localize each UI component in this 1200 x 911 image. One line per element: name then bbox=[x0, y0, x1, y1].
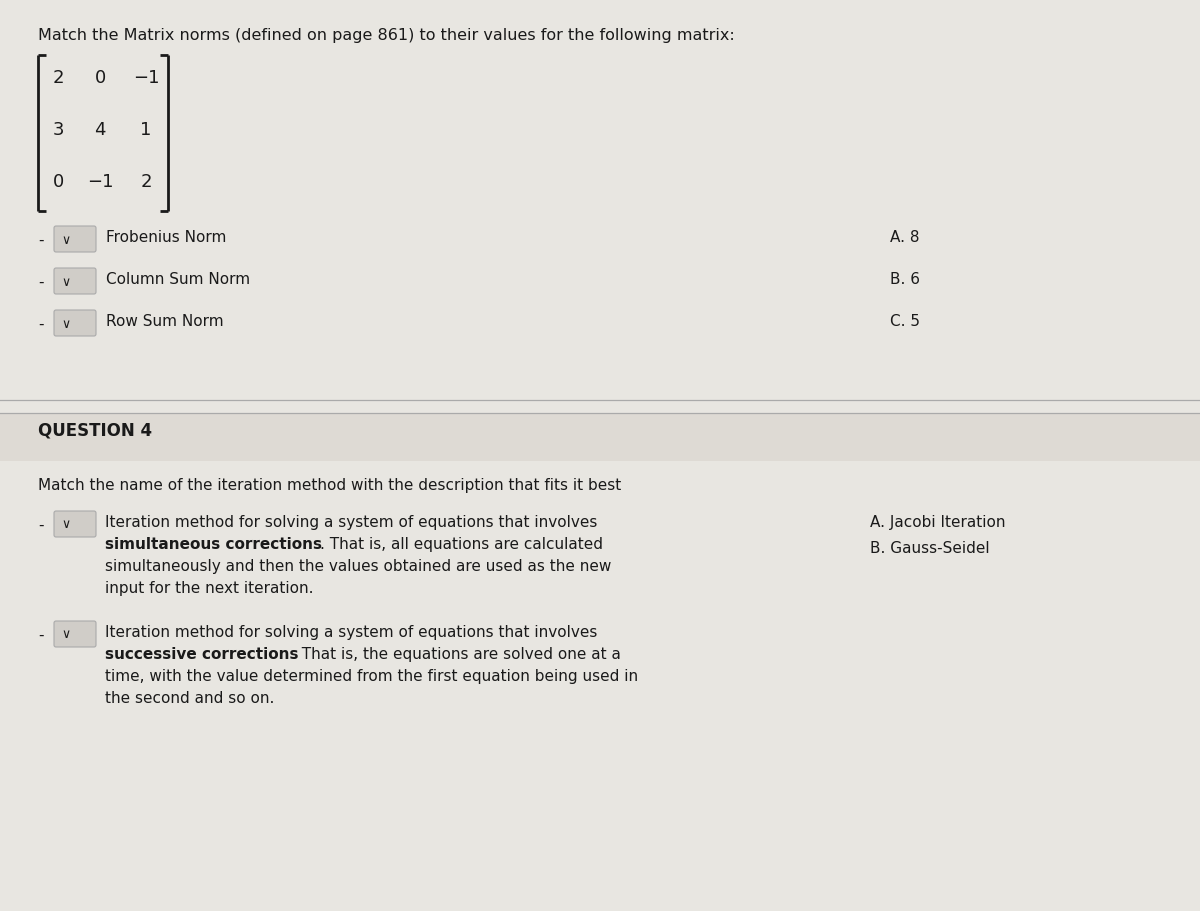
Text: -: - bbox=[38, 316, 43, 332]
Text: ∨: ∨ bbox=[61, 233, 71, 247]
Text: -: - bbox=[38, 232, 43, 248]
Text: 2: 2 bbox=[140, 173, 151, 191]
Text: . That is, all equations are calculated: . That is, all equations are calculated bbox=[320, 537, 604, 552]
Text: Match the Matrix norms (defined on page 861) to their values for the following m: Match the Matrix norms (defined on page … bbox=[38, 28, 734, 43]
Text: 0: 0 bbox=[95, 69, 106, 87]
Text: 2: 2 bbox=[53, 69, 64, 87]
Text: ∨: ∨ bbox=[61, 629, 71, 641]
Text: C. 5: C. 5 bbox=[890, 314, 920, 329]
Text: Iteration method for solving a system of equations that involves: Iteration method for solving a system of… bbox=[106, 515, 598, 530]
Text: time, with the value determined from the first equation being used in: time, with the value determined from the… bbox=[106, 669, 638, 684]
Text: simultaneous corrections: simultaneous corrections bbox=[106, 537, 322, 552]
Text: 4: 4 bbox=[95, 121, 106, 139]
Text: B. 6: B. 6 bbox=[890, 272, 920, 287]
Text: A. 8: A. 8 bbox=[890, 230, 919, 245]
Text: Frobenius Norm: Frobenius Norm bbox=[106, 230, 227, 245]
Text: -: - bbox=[38, 274, 43, 290]
Text: 0: 0 bbox=[53, 173, 64, 191]
Text: B. Gauss-Seidel: B. Gauss-Seidel bbox=[870, 541, 990, 556]
Text: successive corrections: successive corrections bbox=[106, 647, 299, 662]
Text: -: - bbox=[38, 628, 43, 642]
Text: . That is, the equations are solved one at a: . That is, the equations are solved one … bbox=[292, 647, 620, 662]
Text: −1: −1 bbox=[86, 173, 113, 191]
Text: QUESTION 4: QUESTION 4 bbox=[38, 421, 152, 439]
Text: Row Sum Norm: Row Sum Norm bbox=[106, 314, 223, 329]
Text: −1: −1 bbox=[133, 69, 160, 87]
Text: input for the next iteration.: input for the next iteration. bbox=[106, 581, 313, 596]
Text: the second and so on.: the second and so on. bbox=[106, 691, 275, 706]
FancyBboxPatch shape bbox=[54, 511, 96, 537]
FancyBboxPatch shape bbox=[54, 621, 96, 647]
Text: Iteration method for solving a system of equations that involves: Iteration method for solving a system of… bbox=[106, 625, 598, 640]
Text: 1: 1 bbox=[140, 121, 151, 139]
Text: Match the name of the iteration method with the description that fits it best: Match the name of the iteration method w… bbox=[38, 478, 622, 493]
Text: ∨: ∨ bbox=[61, 318, 71, 331]
FancyBboxPatch shape bbox=[54, 268, 96, 294]
Text: ∨: ∨ bbox=[61, 275, 71, 289]
Text: simultaneously and then the values obtained are used as the new: simultaneously and then the values obtai… bbox=[106, 559, 611, 574]
Text: ∨: ∨ bbox=[61, 518, 71, 531]
FancyBboxPatch shape bbox=[54, 226, 96, 252]
Text: A. Jacobi Iteration: A. Jacobi Iteration bbox=[870, 515, 1006, 530]
Text: -: - bbox=[38, 517, 43, 533]
FancyBboxPatch shape bbox=[0, 413, 1200, 461]
FancyBboxPatch shape bbox=[54, 310, 96, 336]
Text: Column Sum Norm: Column Sum Norm bbox=[106, 272, 250, 287]
Text: 3: 3 bbox=[53, 121, 64, 139]
